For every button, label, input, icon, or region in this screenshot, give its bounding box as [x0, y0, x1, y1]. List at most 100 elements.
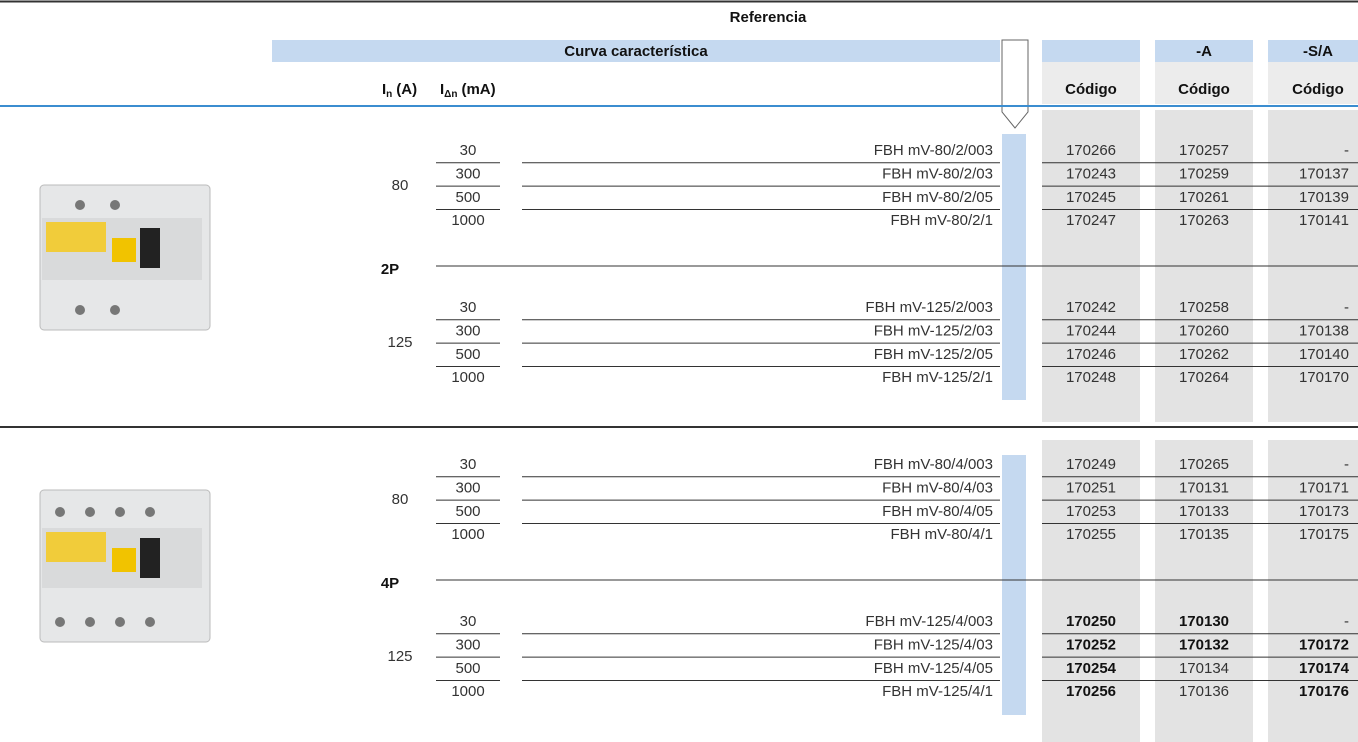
arrow [1001, 39, 1029, 129]
code: 170257 [1179, 142, 1229, 159]
code-label: Código [1292, 81, 1344, 98]
code: 170264 [1179, 369, 1229, 386]
code: 170140 [1299, 346, 1349, 363]
code: 170138 [1299, 322, 1349, 339]
code: 170250 [1066, 613, 1116, 630]
in-value: 80 [392, 491, 409, 508]
col-bg [1268, 440, 1358, 742]
code-label: Código [1178, 81, 1230, 98]
code: 170260 [1179, 322, 1229, 339]
code-label: Código [1065, 81, 1117, 98]
col-bg [1042, 440, 1140, 742]
in-label: In (A) [382, 81, 417, 100]
code: 170244 [1066, 322, 1116, 339]
code: 170259 [1179, 165, 1229, 182]
code: - [1344, 456, 1349, 473]
ma-value: 500 [455, 189, 480, 206]
reference: FBH mV-80/2/03 [882, 165, 993, 182]
ma-value: 300 [455, 636, 480, 653]
code: 170247 [1066, 212, 1116, 229]
code: 170170 [1299, 369, 1349, 386]
reference: FBH mV-80/2/05 [882, 189, 993, 206]
curve-strip [1002, 455, 1026, 715]
code: 170261 [1179, 189, 1229, 206]
code: 170141 [1299, 212, 1349, 229]
title: Referencia [730, 9, 807, 26]
col-head [1042, 40, 1140, 62]
code: 170252 [1066, 636, 1116, 653]
col-head [1268, 40, 1358, 62]
code: 170130 [1179, 613, 1229, 630]
code: 170255 [1066, 526, 1116, 543]
code: 170248 [1066, 369, 1116, 386]
code: 170174 [1299, 660, 1350, 677]
device-2p [39, 184, 211, 331]
reference: FBH mV-80/4/1 [890, 526, 993, 543]
reference: FBH mV-80/4/05 [882, 503, 993, 520]
in-value: 80 [392, 177, 409, 194]
code: - [1344, 299, 1349, 316]
code: - [1344, 142, 1349, 159]
code: 170176 [1299, 683, 1349, 700]
ma-value: 1000 [451, 369, 484, 386]
code: 170136 [1179, 683, 1229, 700]
reference: FBH mV-125/2/03 [874, 322, 993, 339]
code: 170175 [1299, 526, 1349, 543]
ma-value: 300 [455, 479, 480, 496]
reference: FBH mV-80/2/1 [890, 212, 993, 229]
code: 170172 [1299, 636, 1349, 653]
ma-value: 1000 [451, 212, 484, 229]
ma-value: 1000 [451, 526, 484, 543]
unit: (A) [396, 81, 417, 98]
code: 170133 [1179, 503, 1229, 520]
col-bg [1155, 440, 1253, 742]
in-value: 125 [387, 334, 412, 351]
curve-strip [1002, 134, 1026, 400]
code: 170266 [1066, 142, 1116, 159]
ma-value: 300 [455, 322, 480, 339]
code: 170135 [1179, 526, 1229, 543]
ma-value: 30 [460, 142, 477, 159]
ma-value: 1000 [451, 683, 484, 700]
code: 170134 [1179, 660, 1229, 677]
idn-label: IΔn (mA) [440, 81, 496, 100]
col-head [1268, 62, 1358, 104]
symbol: I [440, 81, 444, 98]
device-4p [39, 489, 211, 643]
reference: FBH mV-125/4/05 [874, 660, 993, 677]
col-head [1042, 62, 1140, 104]
code: 170262 [1179, 346, 1229, 363]
variant: -S/A [1303, 43, 1333, 60]
ma-value: 500 [455, 660, 480, 677]
code: 170254 [1066, 660, 1117, 677]
code: 170139 [1299, 189, 1349, 206]
ma-value: 30 [460, 613, 477, 630]
reference: FBH mV-125/2/003 [865, 299, 993, 316]
code: 170132 [1179, 636, 1229, 653]
in-value: 125 [387, 648, 412, 665]
ma-value: 30 [460, 299, 477, 316]
code: 170265 [1179, 456, 1229, 473]
subscript: Δn [444, 89, 457, 100]
reference: FBH mV-125/4/003 [865, 613, 993, 630]
ma-value: 300 [455, 165, 480, 182]
unit: (mA) [461, 81, 495, 98]
col-head [1155, 62, 1253, 104]
reference: FBH mV-125/4/1 [882, 683, 993, 700]
curve-label: Curva característica [564, 43, 708, 60]
reference: FBH mV-125/2/05 [874, 346, 993, 363]
code: 170173 [1299, 503, 1349, 520]
reference: FBH mV-80/2/003 [874, 142, 993, 159]
ma-value: 500 [455, 503, 480, 520]
code: 170258 [1179, 299, 1229, 316]
code: 170249 [1066, 456, 1116, 473]
code: 170243 [1066, 165, 1116, 182]
code: 170137 [1299, 165, 1349, 182]
poles: 2P [381, 261, 399, 278]
code: 170242 [1066, 299, 1116, 316]
code: - [1344, 613, 1349, 630]
reference: FBH mV-80/4/03 [882, 479, 993, 496]
col-head [1155, 40, 1253, 62]
reference: FBH mV-80/4/003 [874, 456, 993, 473]
